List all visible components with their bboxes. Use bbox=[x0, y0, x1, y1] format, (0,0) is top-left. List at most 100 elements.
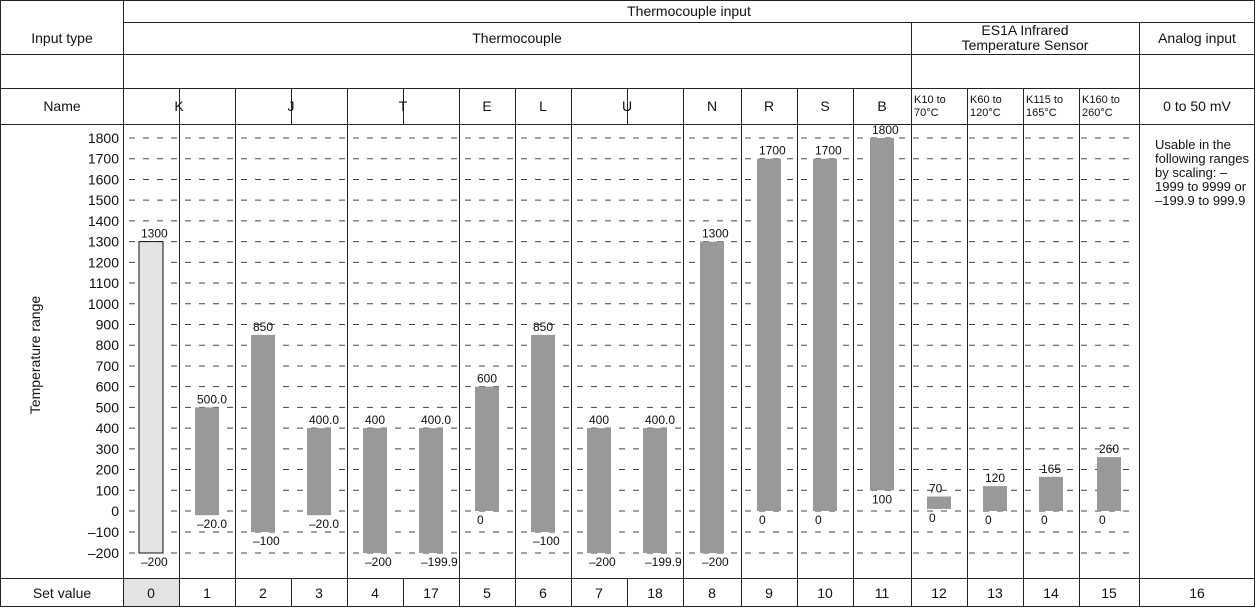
range-bar bbox=[587, 428, 611, 553]
range-bar bbox=[138, 241, 164, 554]
type-name: R bbox=[764, 98, 774, 114]
y-tick-label: 1700 bbox=[88, 151, 119, 167]
bar-high-label: 165 bbox=[1041, 462, 1061, 476]
type-name: E bbox=[482, 98, 491, 114]
set-value-cell-selected bbox=[123, 578, 179, 607]
y-tick-label: 1000 bbox=[88, 296, 119, 312]
sensor-name-line2: 70°C bbox=[914, 107, 939, 119]
bar-low-label: 0 bbox=[815, 513, 822, 527]
bar-low-label: 0 bbox=[1041, 513, 1048, 527]
bar-high-label: 120 bbox=[985, 471, 1005, 485]
set-value: 1 bbox=[203, 585, 211, 601]
set-value: 5 bbox=[483, 585, 491, 601]
type-name: T bbox=[399, 98, 408, 114]
y-tick-label: 1300 bbox=[88, 234, 119, 250]
range-bar bbox=[700, 241, 724, 553]
bar-low-label: –200 bbox=[702, 555, 729, 569]
type-name: S bbox=[820, 98, 829, 114]
type-name: N bbox=[707, 98, 717, 114]
bar-low-label: –100 bbox=[253, 534, 280, 548]
bar-low-label: –200 bbox=[589, 555, 616, 569]
bar-high-label: 400 bbox=[589, 413, 609, 427]
set-value: 8 bbox=[708, 585, 716, 601]
y-tick-label: 1100 bbox=[89, 275, 119, 291]
analog-name: 0 to 50 mV bbox=[1163, 98, 1231, 114]
row-label-input-type: Input type bbox=[31, 30, 93, 46]
range-bar bbox=[195, 407, 219, 516]
bar-high-label: 1300 bbox=[702, 227, 729, 241]
range-bar bbox=[531, 334, 555, 532]
range-bar bbox=[983, 486, 1007, 511]
y-tick-label: 1800 bbox=[88, 130, 119, 146]
range-bar bbox=[1039, 476, 1063, 511]
range-bar bbox=[419, 428, 443, 553]
bar-high-label: 400 bbox=[365, 413, 385, 427]
sensor-name-line1: K115 to bbox=[1026, 94, 1063, 106]
range-bar bbox=[363, 428, 387, 553]
bar-high-label: 600 bbox=[477, 372, 497, 386]
type-name: B bbox=[877, 98, 886, 114]
set-value: 12 bbox=[931, 585, 947, 601]
set-value: 9 bbox=[765, 585, 773, 601]
sensor-name-line1: K160 to bbox=[1082, 94, 1120, 106]
set-value: 3 bbox=[315, 585, 323, 601]
bar-low-label: 0 bbox=[1099, 513, 1106, 527]
set-value: 6 bbox=[539, 585, 547, 601]
set-value: 15 bbox=[1101, 585, 1117, 601]
bar-high-label: 70 bbox=[929, 481, 943, 495]
bar-low-label: 0 bbox=[929, 511, 936, 525]
y-tick-label: 1500 bbox=[88, 192, 119, 208]
thermocouple-label: Thermocouple bbox=[472, 30, 562, 46]
bar-high-label: 500.0 bbox=[197, 392, 227, 406]
y-tick-label: 800 bbox=[96, 337, 120, 353]
y-tick-label: 300 bbox=[96, 441, 120, 457]
bar-low-label: –200 bbox=[141, 555, 168, 569]
sensor-name-line1: K60 to bbox=[970, 94, 1002, 106]
bar-high-label: 260 bbox=[1099, 442, 1119, 456]
type-name: L bbox=[539, 98, 547, 114]
sensor-name-line2: 120°C bbox=[970, 107, 1001, 119]
bar-low-label: –200 bbox=[365, 555, 392, 569]
range-bar bbox=[307, 428, 331, 516]
row-label-name: Name bbox=[43, 98, 81, 114]
set-value: 4 bbox=[371, 585, 379, 601]
bar-low-label: –199.9 bbox=[645, 555, 682, 569]
set-value: 0 bbox=[147, 585, 155, 601]
bar-high-label: 1700 bbox=[759, 144, 786, 158]
type-name: U bbox=[622, 98, 632, 114]
range-bar bbox=[251, 334, 275, 532]
y-tick-label: 100 bbox=[96, 482, 120, 498]
y-tick-label: 1400 bbox=[88, 213, 119, 229]
set-value: 11 bbox=[875, 585, 890, 601]
y-axis-label: Temperature range bbox=[27, 296, 43, 415]
set-value: 10 bbox=[817, 585, 833, 601]
range-bar bbox=[643, 428, 667, 553]
set-value: 2 bbox=[259, 585, 267, 601]
y-tick-label: 600 bbox=[96, 379, 120, 395]
set-value: 7 bbox=[595, 585, 603, 601]
set-value: 18 bbox=[647, 585, 663, 601]
bar-high-label: 400.0 bbox=[309, 413, 339, 427]
bar-low-label: 0 bbox=[477, 513, 484, 527]
bar-high-label: 400.0 bbox=[645, 413, 675, 427]
y-tick-label: 0 bbox=[111, 503, 119, 519]
y-tick-label: 500 bbox=[96, 399, 120, 415]
y-tick-label: 400 bbox=[96, 420, 120, 436]
bar-low-label: –199.9 bbox=[421, 555, 458, 569]
bar-high-label: 1700 bbox=[815, 144, 842, 158]
type-name: K bbox=[174, 98, 184, 114]
range-bar bbox=[927, 496, 951, 509]
bar-high-label: 1300 bbox=[141, 227, 168, 241]
bar-low-label: 0 bbox=[985, 513, 992, 527]
row-label-set-value: Set value bbox=[33, 585, 92, 601]
es1a-label-line1: ES1A Infrared bbox=[981, 22, 1068, 38]
y-tick-label: 1200 bbox=[88, 254, 119, 270]
bar-high-label: 850 bbox=[253, 320, 273, 334]
bar-low-label: 100 bbox=[872, 492, 892, 506]
range-bar bbox=[813, 158, 837, 511]
bar-low-label: 0 bbox=[759, 513, 766, 527]
bar-high-label: 850 bbox=[533, 320, 553, 334]
bar-high-label: 1800 bbox=[872, 123, 899, 137]
y-tick-label: –100 bbox=[88, 524, 119, 540]
